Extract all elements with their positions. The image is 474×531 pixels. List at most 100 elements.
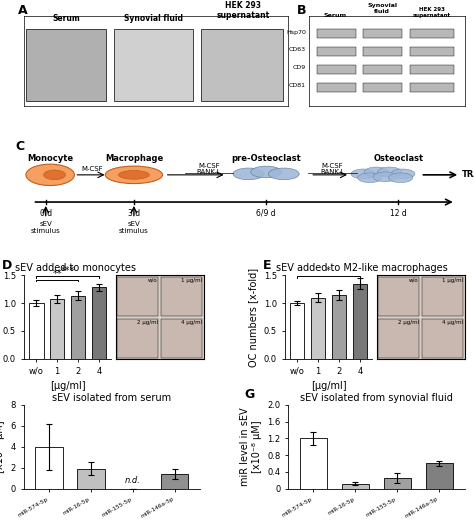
Text: E: E: [263, 259, 271, 271]
Text: HEK 293
supernatant: HEK 293 supernatant: [413, 7, 451, 18]
Y-axis label: miR level in sEV
[x10⁻⁸ µM]: miR level in sEV [x10⁻⁸ µM]: [0, 407, 5, 486]
Bar: [317, 65, 356, 74]
Ellipse shape: [364, 167, 389, 177]
Bar: [29, 303, 44, 359]
Title: sEV isolated from serum: sEV isolated from serum: [52, 393, 172, 402]
Bar: [342, 484, 369, 489]
Title: sEV isolated from synovial fluid: sEV isolated from synovial fluid: [300, 393, 453, 402]
Bar: [364, 47, 402, 56]
Text: HEK 293
supernatant: HEK 293 supernatant: [217, 1, 270, 20]
Text: Macrophage: Macrophage: [105, 155, 163, 164]
Text: RANK-L: RANK-L: [197, 169, 221, 175]
Text: w/o: w/o: [409, 278, 419, 282]
Bar: [71, 296, 85, 359]
Bar: [117, 277, 158, 316]
Text: Monocyte: Monocyte: [27, 155, 73, 164]
Text: Serum: Serum: [324, 13, 347, 18]
Text: B: B: [297, 4, 306, 17]
Bar: [378, 319, 419, 358]
Text: CD81: CD81: [289, 83, 306, 88]
Text: M-CSF: M-CSF: [321, 163, 343, 169]
Text: TRAP: TRAP: [462, 170, 474, 179]
Bar: [35, 447, 63, 489]
Bar: [117, 319, 158, 358]
Text: 3 d: 3 d: [128, 209, 140, 218]
X-axis label: [µg/ml]: [µg/ml]: [310, 381, 346, 391]
Text: CD9: CD9: [292, 65, 306, 71]
Bar: [317, 83, 356, 92]
Text: sEV
stimulus: sEV stimulus: [31, 221, 61, 235]
Ellipse shape: [118, 170, 149, 179]
Text: Osteoclast: Osteoclast: [374, 155, 423, 164]
Text: RANK-L: RANK-L: [320, 169, 345, 175]
Text: 6/9 d: 6/9 d: [256, 209, 276, 218]
Text: Hsp70: Hsp70: [286, 30, 306, 35]
Bar: [317, 47, 356, 56]
Text: pre-Osteoclast: pre-Osteoclast: [231, 155, 301, 164]
Bar: [311, 297, 325, 359]
Text: Serum: Serum: [52, 14, 80, 23]
Ellipse shape: [373, 172, 397, 182]
Text: w/o: w/o: [148, 278, 158, 282]
Ellipse shape: [233, 168, 264, 179]
Text: 2 µg/ml: 2 µg/ml: [398, 320, 419, 324]
Text: Synovial fluid: Synovial fluid: [124, 14, 182, 23]
Bar: [161, 277, 202, 316]
Text: 1 µg/ml: 1 µg/ml: [442, 278, 463, 282]
FancyBboxPatch shape: [27, 29, 106, 101]
Bar: [332, 295, 346, 359]
Text: *: *: [326, 266, 331, 276]
Text: M-CSF: M-CSF: [81, 166, 103, 172]
Text: 4 µg/ml: 4 µg/ml: [181, 320, 202, 324]
Bar: [364, 65, 402, 74]
Text: Synovial
fluid: Synovial fluid: [367, 3, 397, 14]
Bar: [410, 83, 454, 92]
Bar: [410, 29, 454, 38]
Text: **: **: [53, 269, 62, 279]
Bar: [426, 464, 453, 489]
Text: n.d.: n.d.: [125, 476, 141, 485]
Ellipse shape: [268, 168, 299, 179]
Bar: [364, 29, 402, 38]
Text: 0 d: 0 d: [40, 209, 52, 218]
Text: 2 µg/ml: 2 µg/ml: [137, 320, 158, 324]
Text: 4 µg/ml: 4 µg/ml: [442, 320, 463, 324]
Circle shape: [26, 164, 74, 185]
Bar: [421, 277, 463, 316]
Y-axis label: miR level in sEV
[x10⁻⁸ µM]: miR level in sEV [x10⁻⁸ µM]: [240, 407, 262, 486]
Text: sEV added to M2-like macrophages: sEV added to M2-like macrophages: [276, 263, 447, 273]
Text: sEV added to monocytes: sEV added to monocytes: [15, 263, 136, 273]
Ellipse shape: [391, 169, 415, 179]
Ellipse shape: [389, 173, 413, 183]
Ellipse shape: [351, 169, 375, 179]
Text: 1 µg/ml: 1 µg/ml: [181, 278, 202, 282]
Bar: [300, 438, 327, 489]
Text: D: D: [2, 259, 12, 271]
Circle shape: [44, 170, 65, 179]
FancyBboxPatch shape: [114, 29, 193, 101]
Bar: [161, 319, 202, 358]
Bar: [410, 65, 454, 74]
Ellipse shape: [377, 167, 401, 177]
Text: sEV
stimulus: sEV stimulus: [119, 221, 149, 235]
Text: A: A: [18, 4, 28, 17]
Bar: [91, 287, 106, 359]
Bar: [384, 478, 411, 489]
Text: G: G: [244, 388, 255, 401]
FancyBboxPatch shape: [201, 29, 283, 101]
Y-axis label: OC numbers [x-fold]: OC numbers [x-fold]: [248, 268, 258, 366]
Bar: [317, 29, 356, 38]
Text: 12 d: 12 d: [390, 209, 407, 218]
X-axis label: [µg/ml]: [µg/ml]: [50, 381, 85, 391]
Bar: [353, 284, 367, 359]
Bar: [378, 277, 419, 316]
Bar: [421, 319, 463, 358]
Ellipse shape: [357, 173, 382, 183]
Text: ***: ***: [61, 266, 75, 276]
Ellipse shape: [105, 166, 163, 184]
Bar: [364, 83, 402, 92]
Bar: [77, 469, 104, 489]
Ellipse shape: [251, 166, 282, 178]
Text: CD63: CD63: [289, 47, 306, 53]
Bar: [290, 303, 304, 359]
